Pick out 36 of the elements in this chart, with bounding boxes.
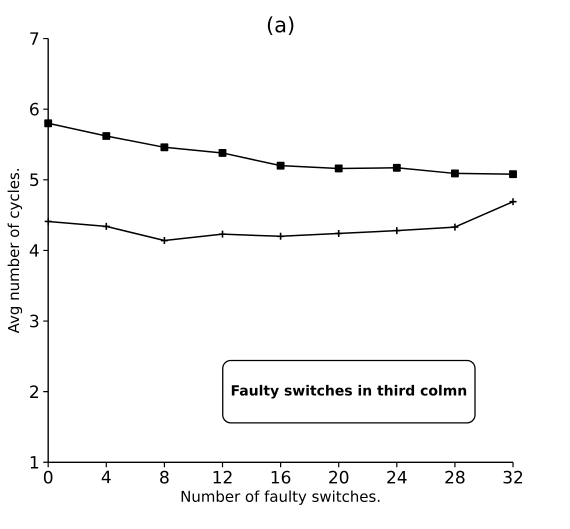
point xyxy=(392,164,401,172)
chart-title: (a) xyxy=(268,16,294,36)
y-tick-label: 4 xyxy=(30,244,39,257)
y-tick-label: 1 xyxy=(30,456,38,468)
point xyxy=(102,222,111,231)
point xyxy=(218,149,226,157)
y-tick-label: 7 xyxy=(30,32,38,45)
point xyxy=(392,226,402,235)
x-tick-label: 20 xyxy=(329,470,348,484)
y-tick-label: 5 xyxy=(30,174,38,186)
point xyxy=(450,222,460,232)
point xyxy=(450,170,459,178)
point xyxy=(102,132,110,140)
point xyxy=(44,119,52,128)
point xyxy=(218,230,227,239)
point xyxy=(509,170,517,178)
x-tick-label: 12 xyxy=(214,470,232,484)
x-tick-label: 8 xyxy=(160,470,169,484)
y-tick-label: 2 xyxy=(30,385,38,398)
point xyxy=(160,143,168,152)
y-tick-label: 3 xyxy=(30,314,38,328)
point xyxy=(160,236,169,245)
x-tick-label: 16 xyxy=(272,470,290,484)
point xyxy=(276,232,285,241)
x-tick-label: 24 xyxy=(387,470,407,484)
x-tick-label: 28 xyxy=(445,470,465,484)
annotation: Faulty switches in third colmn xyxy=(232,384,466,399)
point xyxy=(334,229,343,238)
y-tick-label: 6 xyxy=(30,102,39,116)
y-axis-title: Avg number of cycles. xyxy=(8,169,22,334)
x-tick-label: 32 xyxy=(504,470,522,484)
x-axis-title: Number of faulty switches. xyxy=(182,490,380,505)
point xyxy=(276,162,285,170)
x-tick-label: 0 xyxy=(44,470,52,484)
x-tick-label: 4 xyxy=(102,470,111,484)
point xyxy=(334,164,343,172)
